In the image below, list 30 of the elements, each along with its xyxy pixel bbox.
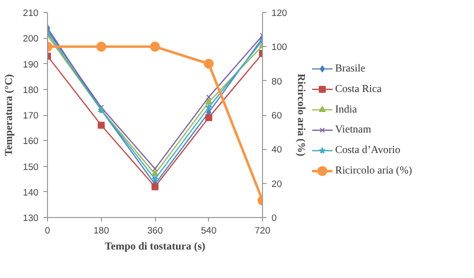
y2-tick-label: 0 <box>272 213 277 223</box>
x-axis-title: Tempo di tostatura (s) <box>104 242 206 252</box>
y2-tick-label: 120 <box>272 8 288 18</box>
y-tick-label: 170 <box>22 110 39 120</box>
legend-label: Brasile <box>335 63 366 74</box>
x-tick-label: 180 <box>93 226 110 236</box>
y2-tick-label: 20 <box>272 178 282 189</box>
legend-label: Vietnam <box>335 124 372 136</box>
y-tick-label: 210 <box>22 8 39 18</box>
legend-label: Costa Rica <box>335 84 382 95</box>
y-tick-label: 130 <box>22 213 39 223</box>
y-tick-label: 180 <box>22 84 39 95</box>
legend-label: Costa d’Avorio <box>335 145 400 156</box>
legend-label: Ricircolo aria (%) <box>335 166 412 177</box>
y-axis-title: Temperatura (°C) <box>4 74 15 156</box>
y2-axis-title: Ricircolo aria (%) <box>295 74 306 157</box>
y2-tick-label: 80 <box>272 76 282 86</box>
x-tick-label: 0 <box>44 226 50 236</box>
y2-tick-label: 40 <box>272 144 282 155</box>
x-tick-label: 360 <box>147 226 163 236</box>
y-tick-label: 140 <box>22 187 39 198</box>
y-tick-label: 190 <box>22 59 39 70</box>
y2-tick-label: 60 <box>272 110 282 120</box>
y-tick-label: 200 <box>22 34 39 44</box>
x-tick-label: 540 <box>200 226 217 236</box>
x-tick-label: 720 <box>254 226 270 236</box>
y2-tick-label: 100 <box>272 42 288 52</box>
y-tick-label: 150 <box>22 162 39 172</box>
y-tick-label: 160 <box>22 136 39 146</box>
legend-label: India <box>335 104 358 116</box>
